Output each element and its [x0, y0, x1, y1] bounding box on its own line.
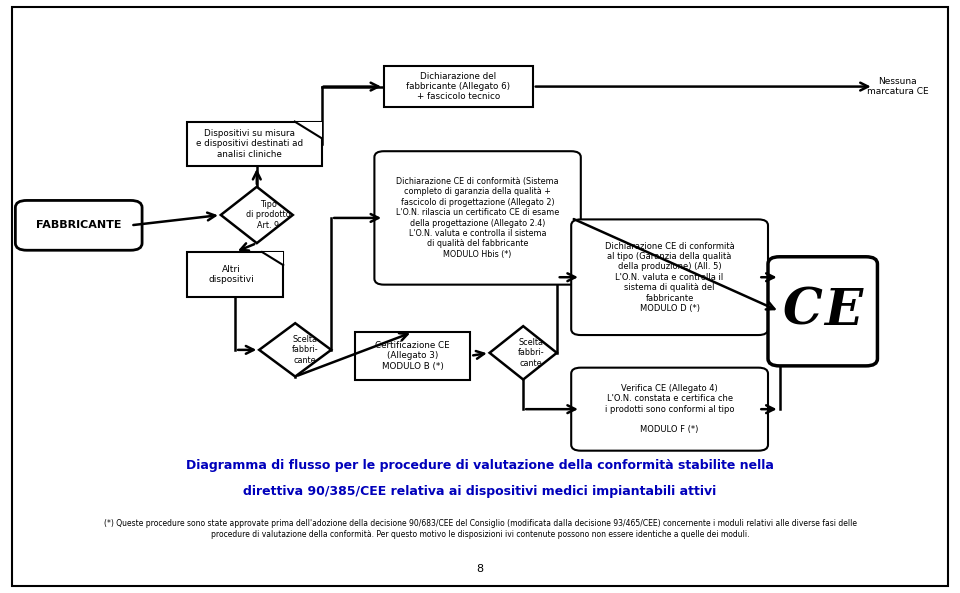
Polygon shape	[259, 323, 331, 377]
FancyBboxPatch shape	[374, 151, 581, 285]
Polygon shape	[490, 326, 557, 380]
Bar	[355, 332, 470, 380]
Text: Dichiarazione CE di conformità (Sistema
completo di garanzia della qualità +
fas: Dichiarazione CE di conformità (Sistema …	[396, 177, 560, 259]
Polygon shape	[295, 122, 322, 138]
Bar	[384, 66, 533, 107]
FancyBboxPatch shape	[571, 219, 768, 335]
Text: Scelta
fabbri-
cante: Scelta fabbri- cante	[517, 338, 544, 368]
Text: direttiva 90/385/CEE relativa ai dispositivi medici impiantabili attivi: direttiva 90/385/CEE relativa ai disposi…	[244, 484, 716, 498]
Text: Tipo
di prodotto
Art. 9: Tipo di prodotto Art. 9	[246, 200, 291, 230]
Text: Dispositivi su misura
e dispositivi destinati ad
analisi cliniche: Dispositivi su misura e dispositivi dest…	[196, 129, 303, 159]
Bar	[187, 252, 283, 296]
Text: Verifica CE (Allegato 4)
L'O.N. constata e certifica che
i prodotti sono conform: Verifica CE (Allegato 4) L'O.N. constata…	[605, 384, 734, 435]
FancyBboxPatch shape	[571, 368, 768, 451]
Text: Dichiarazione CE di conformità
al tipo (Garanzia della qualità
della produzione): Dichiarazione CE di conformità al tipo (…	[605, 241, 734, 313]
Text: Nessuna
marcatura CE: Nessuna marcatura CE	[867, 77, 928, 96]
Text: Dichiarazione del
fabbricante (Allegato 6)
+ fascicolo tecnico: Dichiarazione del fabbricante (Allegato …	[406, 72, 511, 101]
FancyBboxPatch shape	[15, 200, 142, 250]
Text: E: E	[825, 287, 863, 336]
Text: Altri
dispositivi: Altri dispositivi	[208, 264, 254, 284]
Text: Scelta
fabbri-
cante: Scelta fabbri- cante	[292, 335, 318, 365]
Bar	[187, 122, 322, 166]
Text: FABBRICANTE: FABBRICANTE	[36, 221, 122, 230]
Text: Certificazione CE
(Allegato 3)
MODULO B (*): Certificazione CE (Allegato 3) MODULO B …	[375, 341, 450, 371]
Text: Diagramma di flusso per le procedure di valutazione della conformità stabilite n: Diagramma di flusso per le procedure di …	[186, 459, 774, 472]
FancyBboxPatch shape	[768, 257, 877, 366]
Polygon shape	[221, 187, 293, 243]
Text: procedure di valutazione della conformità. Per questo motivo le disposizioni ivi: procedure di valutazione della conformit…	[211, 530, 749, 540]
Polygon shape	[262, 252, 283, 265]
Text: C: C	[783, 287, 823, 336]
Text: 8: 8	[476, 565, 484, 574]
Text: (*) Queste procedure sono state approvate prima dell'adozione della decisione 90: (*) Queste procedure sono state approvat…	[104, 518, 856, 528]
